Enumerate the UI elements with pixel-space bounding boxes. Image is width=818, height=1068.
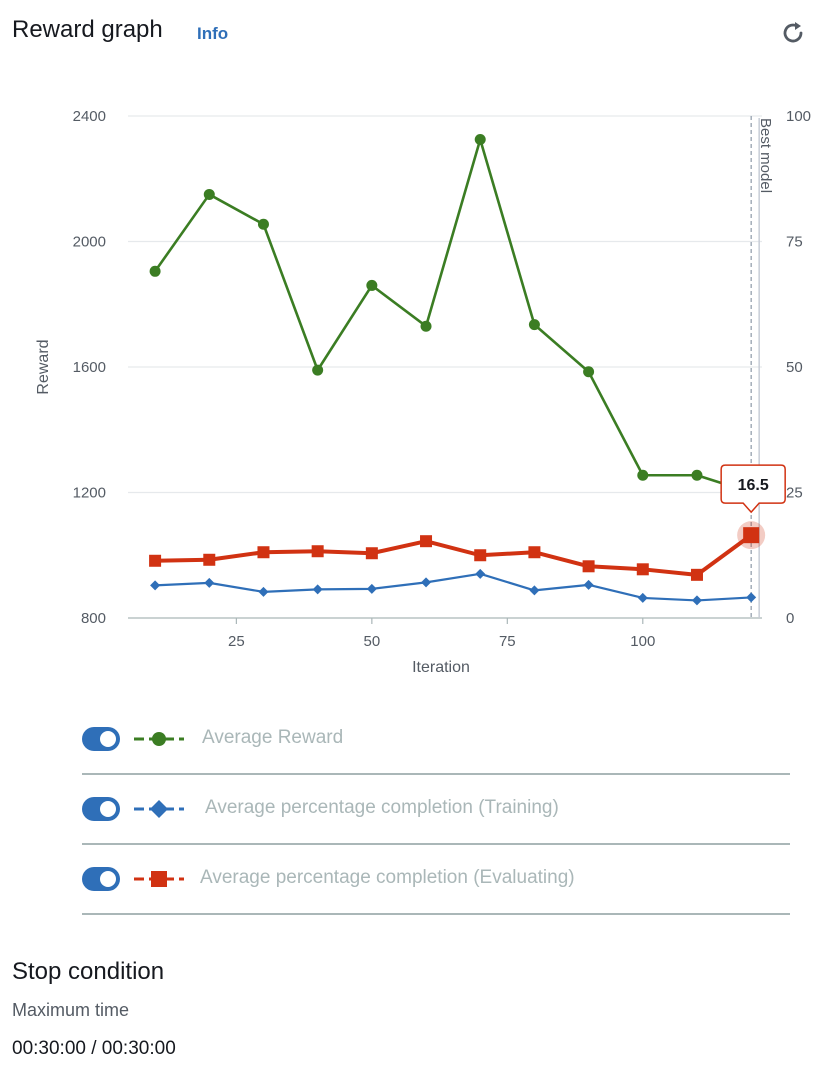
series-line xyxy=(155,572,752,602)
data-point xyxy=(636,563,649,576)
axes: 800 1200 1600 2000 2400 0 25 50 75 100 25 50 75 100 It… xyxy=(35,108,811,676)
tooltip-box xyxy=(720,464,786,514)
toggle-knob xyxy=(100,801,116,817)
data-point xyxy=(746,592,757,603)
legend-label: Average percentage completion (Training) xyxy=(205,797,559,818)
series xyxy=(149,134,766,606)
data-point xyxy=(474,134,486,146)
legend-item-average-reward[interactable]: Average Reward xyxy=(82,705,790,775)
y-tick-label: 1200 xyxy=(73,485,106,502)
series-line xyxy=(154,138,752,494)
data-point xyxy=(529,585,540,596)
data-point xyxy=(691,595,702,606)
info-link[interactable]: Info xyxy=(197,24,229,43)
data-point xyxy=(528,319,540,331)
data-point xyxy=(421,577,432,588)
stop-condition-title: Stop condition xyxy=(12,958,165,985)
toggle-evaluating[interactable] xyxy=(82,867,120,891)
legend: Average Reward Average percentage comple… xyxy=(82,705,790,915)
data-point xyxy=(743,527,760,544)
legend-item-training[interactable]: Average percentage completion (Training) xyxy=(82,775,790,845)
data-point xyxy=(583,579,594,590)
data-point xyxy=(583,366,595,378)
legend-swatch-circle xyxy=(134,732,184,746)
y2-tick-label: 0 xyxy=(786,610,794,627)
data-point xyxy=(420,320,432,332)
tooltip-value: 16.5 xyxy=(738,477,769,494)
best-model-label: Best model xyxy=(757,118,774,193)
legend-label: Average percentage completion (Evaluatin… xyxy=(200,867,575,888)
y-tick-label: 1600 xyxy=(73,359,106,376)
header: Reward graph Info xyxy=(12,14,808,54)
stop-condition-subtitle: Maximum time xyxy=(12,1000,130,1020)
data-point xyxy=(150,580,161,591)
data-point xyxy=(420,535,433,548)
data-point xyxy=(637,592,648,603)
data-point xyxy=(257,218,269,230)
toggle-average-reward[interactable] xyxy=(82,727,120,751)
data-point xyxy=(528,546,541,559)
data-point xyxy=(204,577,215,588)
page-title: Reward graph xyxy=(12,16,163,43)
reward-chart: 800 1200 1600 2000 2400 0 25 50 75 100 25 50 75 100 It… xyxy=(35,108,811,676)
legend-swatch-diamond xyxy=(134,800,184,818)
x-tick-label: 100 xyxy=(630,633,655,650)
y-tick-label: 800 xyxy=(81,610,106,627)
x-tick-label: 75 xyxy=(499,633,516,650)
y-tick-label: 2000 xyxy=(73,234,106,251)
data-point xyxy=(312,584,323,595)
y2-tick-label: 75 xyxy=(786,234,803,251)
data-point xyxy=(311,545,324,558)
data-point xyxy=(203,553,216,566)
data-point xyxy=(637,469,649,481)
toggle-training[interactable] xyxy=(82,797,120,821)
y-tick-label: 2400 xyxy=(73,108,106,125)
data-point xyxy=(582,560,595,573)
data-point xyxy=(312,364,324,376)
toggle-knob xyxy=(100,731,116,747)
data-point xyxy=(366,583,377,594)
data-point xyxy=(149,265,161,277)
grid xyxy=(128,115,762,494)
data-point xyxy=(149,554,162,567)
data-point xyxy=(365,547,378,560)
legend-item-evaluating[interactable]: Average percentage completion (Evaluatin… xyxy=(82,845,790,915)
data-point xyxy=(474,549,487,562)
x-tick-label: 50 xyxy=(364,633,381,650)
refresh-icon[interactable] xyxy=(778,18,808,48)
x-tick-label: 25 xyxy=(228,633,245,650)
legend-swatch-square xyxy=(134,871,184,887)
x-axis-title: Iteration xyxy=(412,659,470,676)
y2-tick-label: 100 xyxy=(786,108,811,125)
data-point xyxy=(257,546,270,559)
toggle-knob xyxy=(100,871,116,887)
y2-tick-label: 50 xyxy=(786,359,803,376)
tooltip: 16.5 xyxy=(720,464,786,514)
data-point xyxy=(366,279,378,291)
series-line xyxy=(155,533,753,577)
data-point xyxy=(258,586,269,597)
y-axis-title: Reward xyxy=(35,339,52,394)
data-point xyxy=(475,568,486,579)
stop-condition-value: 00:30:00 / 00:30:00 xyxy=(12,1038,176,1059)
y2-tick-label: 25 xyxy=(786,485,803,502)
legend-label: Average Reward xyxy=(202,727,344,748)
data-point xyxy=(203,188,215,200)
data-point xyxy=(690,568,703,581)
data-point xyxy=(691,469,703,481)
